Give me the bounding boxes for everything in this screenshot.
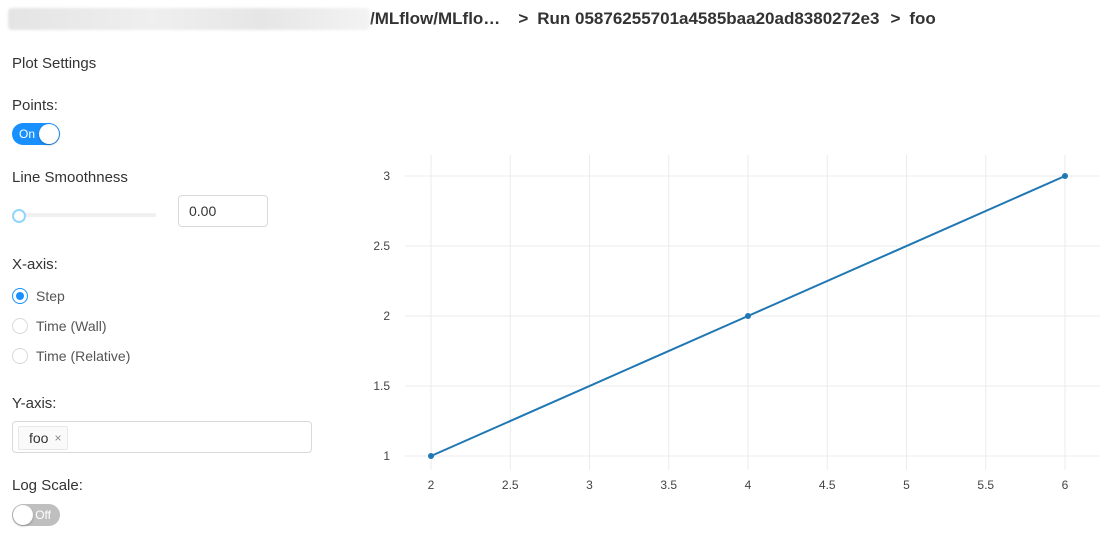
line-smoothness-label: Line Smoothness	[12, 169, 128, 186]
chart-grid	[405, 155, 1100, 470]
breadcrumb: /MLflow/MLflo… > Run 05876255701a4585baa…	[0, 0, 1102, 38]
smoothness-input[interactable]	[178, 195, 268, 227]
x-tick-label: 5.5	[977, 478, 994, 492]
radio-icon	[12, 348, 28, 364]
log-scale-toggle[interactable]: Off	[12, 504, 60, 526]
x-axis-radio-time-relative[interactable]: Time (Relative)	[12, 348, 130, 364]
smoothness-slider-handle[interactable]	[12, 209, 26, 223]
data-point	[745, 313, 751, 319]
metric-tag-label: foo	[29, 430, 49, 446]
chevron-right-icon: >	[518, 9, 529, 28]
close-icon[interactable]: ×	[54, 431, 62, 445]
x-tick-label: 2.5	[502, 478, 519, 492]
chevron-right-icon: >	[890, 9, 901, 28]
x-axis-label: X-axis:	[12, 256, 58, 273]
x-tick-label: 4.5	[819, 478, 836, 492]
y-tick-label: 2.5	[373, 239, 390, 253]
breadcrumb-metric: foo	[909, 9, 936, 28]
toggle-knob	[13, 505, 33, 525]
chart-tick-labels: 2 2.5 3 3.5 4 4.5 5 5.5 6 1 1.5 2 2.5 3	[373, 169, 1068, 492]
x-tick-label: 6	[1062, 478, 1069, 492]
plot-settings-title: Plot Settings	[12, 55, 97, 72]
y-tick-label: 1.5	[373, 379, 390, 393]
chart-series	[428, 173, 1068, 459]
breadcrumb-run-link[interactable]: Run 05876255701a4585baa20ad8380272e3	[537, 9, 880, 28]
redacted-path	[8, 8, 370, 30]
x-tick-label: 4	[745, 478, 752, 492]
y-tick-label: 1	[383, 449, 390, 463]
y-tick-label: 3	[383, 169, 390, 183]
y-axis-label: Y-axis:	[12, 395, 57, 412]
breadcrumb-experiment-link[interactable]: /MLflow/MLflo…	[370, 9, 501, 28]
metric-tag: foo ×	[18, 426, 69, 450]
radio-label: Time (Wall)	[36, 318, 107, 334]
radio-icon	[12, 318, 28, 334]
data-point	[1062, 173, 1068, 179]
x-tick-label: 3	[586, 478, 593, 492]
radio-label: Time (Relative)	[36, 348, 131, 364]
radio-label: Step	[36, 288, 65, 304]
y-tick-label: 2	[383, 309, 390, 323]
x-tick-label: 5	[903, 478, 910, 492]
toggle-knob	[39, 124, 59, 144]
x-axis-radio-step[interactable]: Step	[12, 288, 65, 304]
radio-icon	[12, 288, 28, 304]
log-scale-label: Log Scale:	[12, 477, 83, 494]
points-toggle[interactable]: On	[12, 123, 60, 145]
points-label: Points:	[12, 97, 58, 114]
x-axis-radio-time-wall[interactable]: Time (Wall)	[12, 318, 107, 334]
smoothness-slider-track[interactable]	[18, 213, 156, 217]
x-tick-label: 3.5	[660, 478, 677, 492]
x-tick-label: 2	[428, 478, 435, 492]
data-point	[428, 453, 434, 459]
points-toggle-text: On	[19, 127, 36, 141]
y-axis-select[interactable]: foo ×	[12, 421, 312, 453]
log-scale-toggle-text: Off	[35, 508, 51, 522]
